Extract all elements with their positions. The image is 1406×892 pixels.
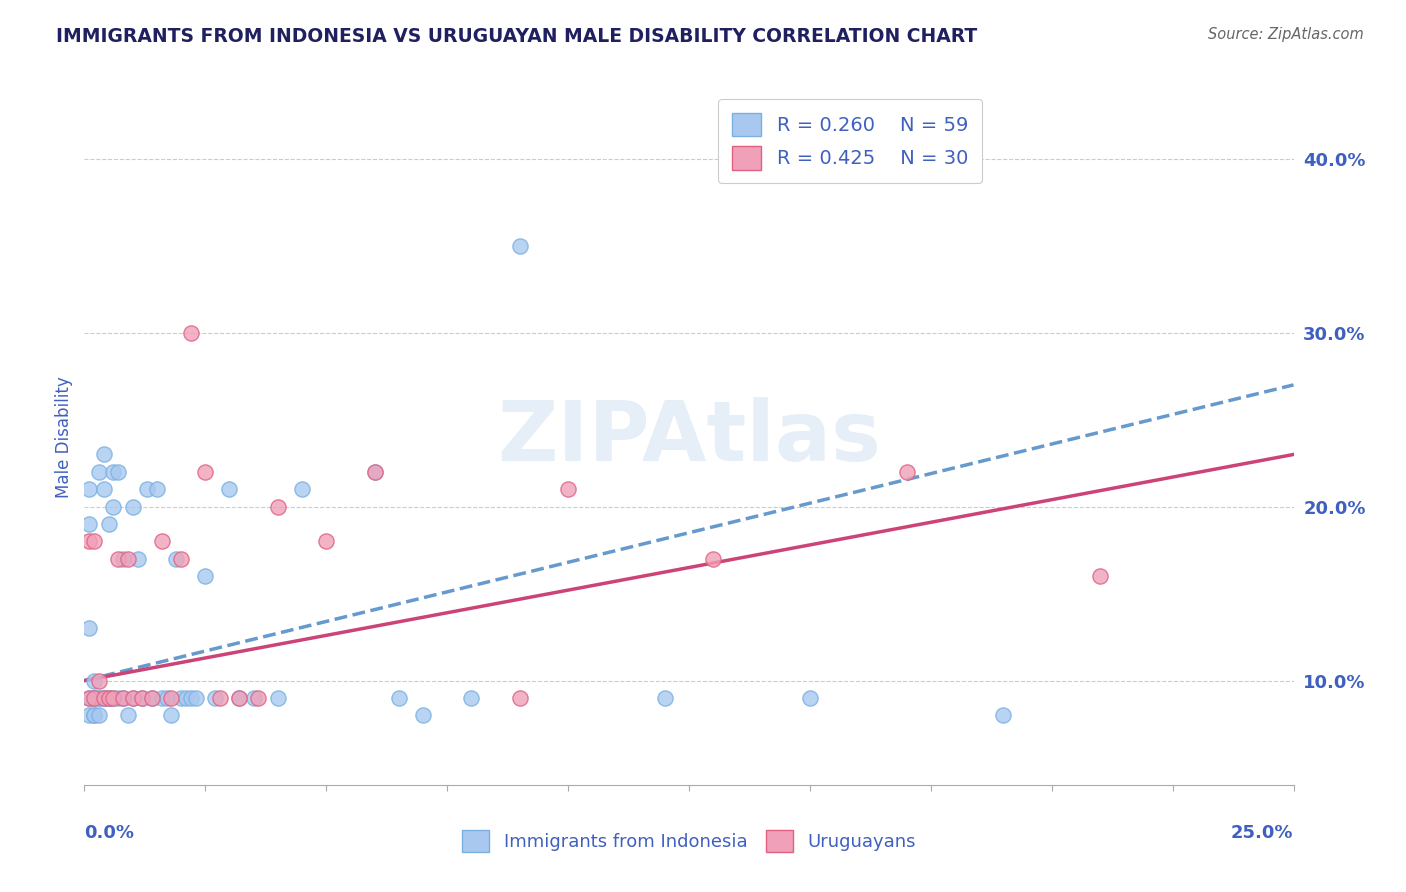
Point <box>267 500 290 514</box>
Text: ZIPAtlas: ZIPAtlas <box>496 397 882 477</box>
Point <box>184 690 207 705</box>
Point <box>174 690 197 705</box>
Point <box>509 238 531 253</box>
Point <box>103 500 125 514</box>
Point <box>896 465 918 479</box>
Point <box>127 551 149 566</box>
Point <box>291 482 314 496</box>
Point <box>993 708 1015 723</box>
Point <box>97 690 120 705</box>
Point <box>315 534 337 549</box>
Point <box>363 465 385 479</box>
Point <box>131 690 153 705</box>
Point <box>160 690 183 705</box>
Point <box>267 690 290 705</box>
Point <box>218 482 240 496</box>
Legend: Immigrants from Indonesia, Uruguayans: Immigrants from Indonesia, Uruguayans <box>456 823 922 859</box>
Point <box>150 534 173 549</box>
Point <box>208 690 231 705</box>
Point <box>93 690 115 705</box>
Text: IMMIGRANTS FROM INDONESIA VS URUGUAYAN MALE DISABILITY CORRELATION CHART: IMMIGRANTS FROM INDONESIA VS URUGUAYAN M… <box>56 27 977 45</box>
Y-axis label: Male Disability: Male Disability <box>55 376 73 498</box>
Point <box>77 621 100 635</box>
Point <box>388 690 411 705</box>
Point <box>83 690 105 705</box>
Point <box>77 690 100 705</box>
Point <box>146 482 169 496</box>
Point <box>160 708 183 723</box>
Point <box>87 673 110 688</box>
Point <box>228 690 250 705</box>
Point <box>87 690 110 705</box>
Point <box>121 690 143 705</box>
Point <box>83 673 105 688</box>
Text: 25.0%: 25.0% <box>1232 824 1294 842</box>
Point <box>107 551 129 566</box>
Point <box>97 690 120 705</box>
Point <box>83 708 105 723</box>
Point <box>141 690 163 705</box>
Point <box>87 708 110 723</box>
Point <box>93 447 115 462</box>
Point <box>141 690 163 705</box>
Point <box>107 690 129 705</box>
Point <box>117 708 139 723</box>
Point <box>412 708 434 723</box>
Point <box>247 690 270 705</box>
Point <box>77 516 100 531</box>
Point <box>112 690 135 705</box>
Point <box>103 465 125 479</box>
Point <box>363 465 385 479</box>
Point <box>77 482 100 496</box>
Point <box>87 465 110 479</box>
Point <box>97 516 120 531</box>
Point <box>1088 569 1111 583</box>
Point <box>654 690 676 705</box>
Point <box>204 690 226 705</box>
Point <box>103 690 125 705</box>
Text: Source: ZipAtlas.com: Source: ZipAtlas.com <box>1208 27 1364 42</box>
Point <box>131 690 153 705</box>
Point <box>242 690 264 705</box>
Point <box>228 690 250 705</box>
Point <box>136 482 159 496</box>
Point <box>121 500 143 514</box>
Point <box>165 551 187 566</box>
Point <box>155 690 177 705</box>
Point <box>87 690 110 705</box>
Point <box>194 465 217 479</box>
Point <box>103 690 125 705</box>
Point <box>107 465 129 479</box>
Point <box>93 690 115 705</box>
Point <box>170 690 193 705</box>
Point <box>93 482 115 496</box>
Point <box>702 551 724 566</box>
Point <box>83 690 105 705</box>
Text: 0.0%: 0.0% <box>84 824 135 842</box>
Point <box>170 551 193 566</box>
Point <box>112 551 135 566</box>
Point <box>97 690 120 705</box>
Point <box>93 690 115 705</box>
Point <box>194 569 217 583</box>
Point <box>509 690 531 705</box>
Point <box>180 690 202 705</box>
Point <box>77 534 100 549</box>
Point <box>180 326 202 340</box>
Point <box>799 690 821 705</box>
Point <box>121 690 143 705</box>
Point <box>83 690 105 705</box>
Point <box>460 690 482 705</box>
Point <box>77 708 100 723</box>
Point <box>117 551 139 566</box>
Point <box>150 690 173 705</box>
Point <box>83 534 105 549</box>
Point <box>557 482 579 496</box>
Point <box>83 708 105 723</box>
Point <box>112 690 135 705</box>
Point <box>77 690 100 705</box>
